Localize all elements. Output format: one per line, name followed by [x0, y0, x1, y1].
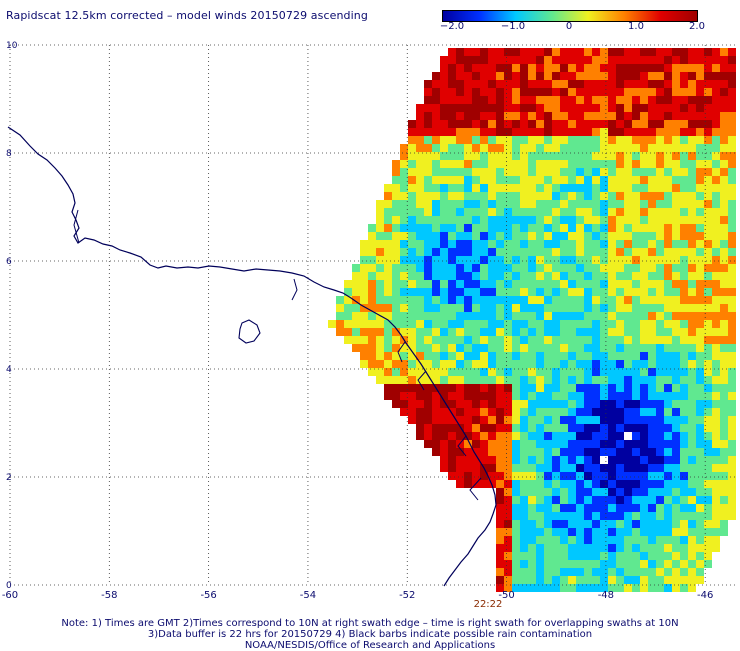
longitude-tick: -56 [200, 590, 216, 601]
longitude-tick-labels: -60 -58 -56 -54 -52 -50 -48 -46 [2, 590, 714, 601]
latitude-tick-labels: 0 2 4 6 8 10 [6, 41, 18, 591]
latitude-tick: 0 [6, 581, 12, 591]
longitude-tick: -50 [498, 590, 514, 601]
colorbar-label: 1.0 [628, 21, 644, 32]
latitude-tick: 8 [6, 149, 12, 159]
longitude-tick: -54 [300, 590, 316, 601]
swath-time-label: 22:22 [474, 599, 503, 610]
footer-note-3: NOAA/NESDIS/Office of Research and Appli… [244, 640, 496, 651]
latitude-tick: 10 [6, 41, 18, 51]
colorbar-label: 2.0 [689, 21, 705, 32]
river-mouth [73, 209, 482, 501]
colorbar-label: −1.0 [500, 21, 526, 32]
latitude-tick: 4 [6, 365, 12, 375]
longitude-tick: -46 [697, 590, 713, 601]
longitude-tick: -60 [2, 590, 18, 601]
swath-data-layer [328, 48, 736, 592]
longitude-tick: -52 [399, 590, 415, 601]
colorbar-label: −2.0 [439, 21, 465, 32]
footer-note-2: 3)Data buffer is 22 hrs for 20150729 4) … [147, 629, 593, 640]
coastline [7, 126, 497, 587]
map-title: Rapidscat 12.5km corrected – model winds… [6, 9, 368, 22]
latitude-tick: 2 [6, 473, 12, 483]
longitude-tick: -48 [598, 590, 614, 601]
island [238, 319, 261, 344]
colorbar-label: 0 [565, 21, 573, 32]
colorbar-gradient [442, 10, 698, 22]
lat-lon-grid [9, 44, 735, 586]
longitude-tick: -58 [101, 590, 117, 601]
footer-note-1: Note: 1) Times are GMT 2)Times correspon… [61, 618, 679, 629]
latitude-tick: 6 [6, 257, 12, 267]
